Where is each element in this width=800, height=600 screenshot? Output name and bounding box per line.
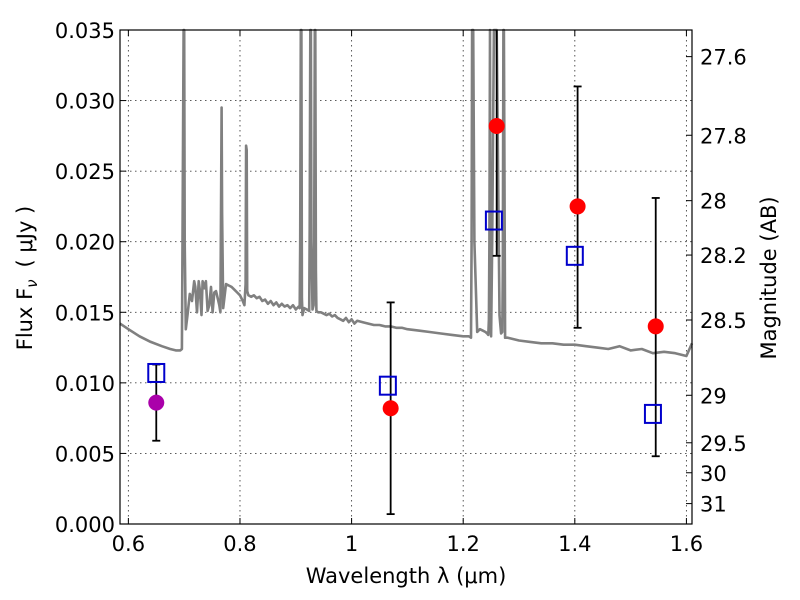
y2-tick-label-7: 30 bbox=[700, 462, 727, 486]
y2-tick-label-8: 31 bbox=[700, 493, 727, 517]
x-tick-label-4: 1.4 bbox=[558, 532, 591, 556]
y-tick-label-7: 0.035 bbox=[55, 19, 115, 43]
sed-layer bbox=[119, 28, 694, 358]
y2-tick-label-3: 28.2 bbox=[700, 244, 747, 268]
model-point-2 bbox=[484, 210, 503, 231]
y-axis-title-units: ( μJy ) bbox=[13, 206, 37, 268]
y-axis-title-main: Flux F bbox=[13, 288, 37, 350]
y2-axis-ticks: 27.6 27.8 28 28.2 28.5 29 29.5 30 31 bbox=[686, 46, 747, 517]
y-axis-ticks: 0.000 0.005 0.010 0.015 0.020 0.025 0.030 0.035 bbox=[55, 19, 126, 537]
model-point-1 bbox=[378, 375, 397, 396]
model-point-4 bbox=[643, 403, 662, 424]
observed-points bbox=[148, 117, 664, 417]
observed-point-4 bbox=[647, 318, 664, 335]
y2-tick-label-0: 27.6 bbox=[700, 46, 747, 70]
model-point-0 bbox=[147, 362, 166, 383]
x-tick-label-3: 1.2 bbox=[446, 532, 479, 556]
x-tick-label-2: 1 bbox=[345, 532, 358, 556]
y-tick-label-3: 0.015 bbox=[55, 301, 115, 325]
y2-tick-label-2: 28 bbox=[700, 190, 727, 214]
model-point-3 bbox=[565, 245, 584, 266]
y-tick-label-5: 0.025 bbox=[55, 160, 115, 184]
y-axis-title-sub: ν bbox=[23, 279, 41, 287]
y-tick-label-1: 0.005 bbox=[55, 442, 115, 466]
observed-point-3 bbox=[569, 198, 586, 215]
error-bars bbox=[152, 30, 660, 516]
y2-tick-label-6: 29.5 bbox=[700, 432, 747, 456]
x-tick-label-0: 0.6 bbox=[112, 532, 145, 556]
y-tick-label-6: 0.030 bbox=[55, 90, 115, 114]
observed-point-2 bbox=[488, 117, 505, 134]
x-axis-ticks: 0.6 0.8 1 1.2 1.4 1.6 bbox=[112, 30, 703, 556]
model-sed-curve bbox=[119, 28, 694, 358]
y2-tick-label-5: 29 bbox=[700, 384, 727, 408]
y-tick-label-2: 0.010 bbox=[55, 372, 115, 396]
grid-lines bbox=[120, 30, 692, 524]
observed-point-1 bbox=[382, 400, 399, 417]
model-points bbox=[147, 210, 662, 424]
y-tick-label-4: 0.020 bbox=[55, 231, 115, 255]
y-tick-label-0: 0.000 bbox=[55, 513, 115, 537]
y2-tick-label-1: 27.8 bbox=[700, 124, 747, 148]
y2-tick-label-4: 28.5 bbox=[700, 309, 747, 333]
x-tick-label-1: 0.8 bbox=[223, 532, 256, 556]
x-axis-title: Wavelength λ (μm) bbox=[306, 564, 507, 588]
observed-point-0 bbox=[148, 394, 165, 411]
plot-frame bbox=[119, 29, 693, 525]
y-axis-title: Flux Fν ( μJy ) bbox=[13, 206, 41, 351]
x-tick-label-5: 1.6 bbox=[670, 532, 703, 556]
y2-axis-title: Magnitude (AB) bbox=[757, 196, 781, 359]
